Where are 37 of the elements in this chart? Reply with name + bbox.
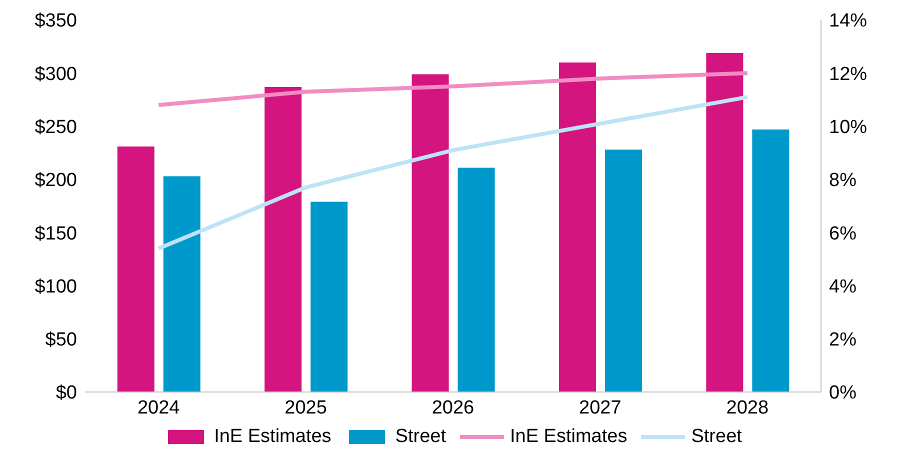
y-tick-label: $350 [34, 10, 77, 32]
y-tick-label: $300 [34, 64, 77, 85]
y2-tick-label: 8% [829, 170, 857, 192]
bar [310, 202, 348, 392]
y-tick-label: $150 [34, 223, 77, 244]
y2-tick-label: 10% [829, 117, 868, 138]
line-series [156, 71, 750, 108]
bar [458, 168, 495, 392]
y2-tick-label: 0% [829, 382, 857, 404]
legend-label: Street [691, 426, 742, 448]
y2-tick-label: 14% [829, 10, 868, 32]
bar [264, 86, 302, 392]
x-tick-label: 2026 [432, 397, 474, 418]
y-tick-label: $200 [34, 170, 77, 192]
x-tick-label: 2025 [284, 397, 327, 418]
bar [752, 129, 790, 392]
y2-tick-label: 12% [829, 64, 868, 85]
legend-label: Street [395, 426, 446, 448]
y2-tick-label: 2% [829, 330, 857, 351]
bar [706, 52, 744, 392]
x-tick-label: 2024 [137, 397, 180, 418]
bar [412, 74, 449, 392]
bar [163, 176, 200, 392]
x-tick-label: 2027 [579, 397, 622, 418]
y-tick-label: $50 [45, 330, 77, 351]
bar [558, 62, 596, 392]
legend-label: InE Estimates [214, 426, 332, 448]
x-tick-label: 2028 [726, 397, 769, 418]
legend-label: InE Estimates [510, 426, 628, 448]
bar [604, 150, 642, 392]
y2-tick-label: 6% [829, 223, 857, 244]
y-tick-label: $250 [34, 117, 77, 138]
y-tick-label: $100 [34, 276, 77, 298]
y-tick-label: $0 [56, 382, 77, 404]
y2-tick-label: 4% [829, 276, 857, 298]
bar [117, 146, 154, 392]
line-series [156, 95, 750, 251]
